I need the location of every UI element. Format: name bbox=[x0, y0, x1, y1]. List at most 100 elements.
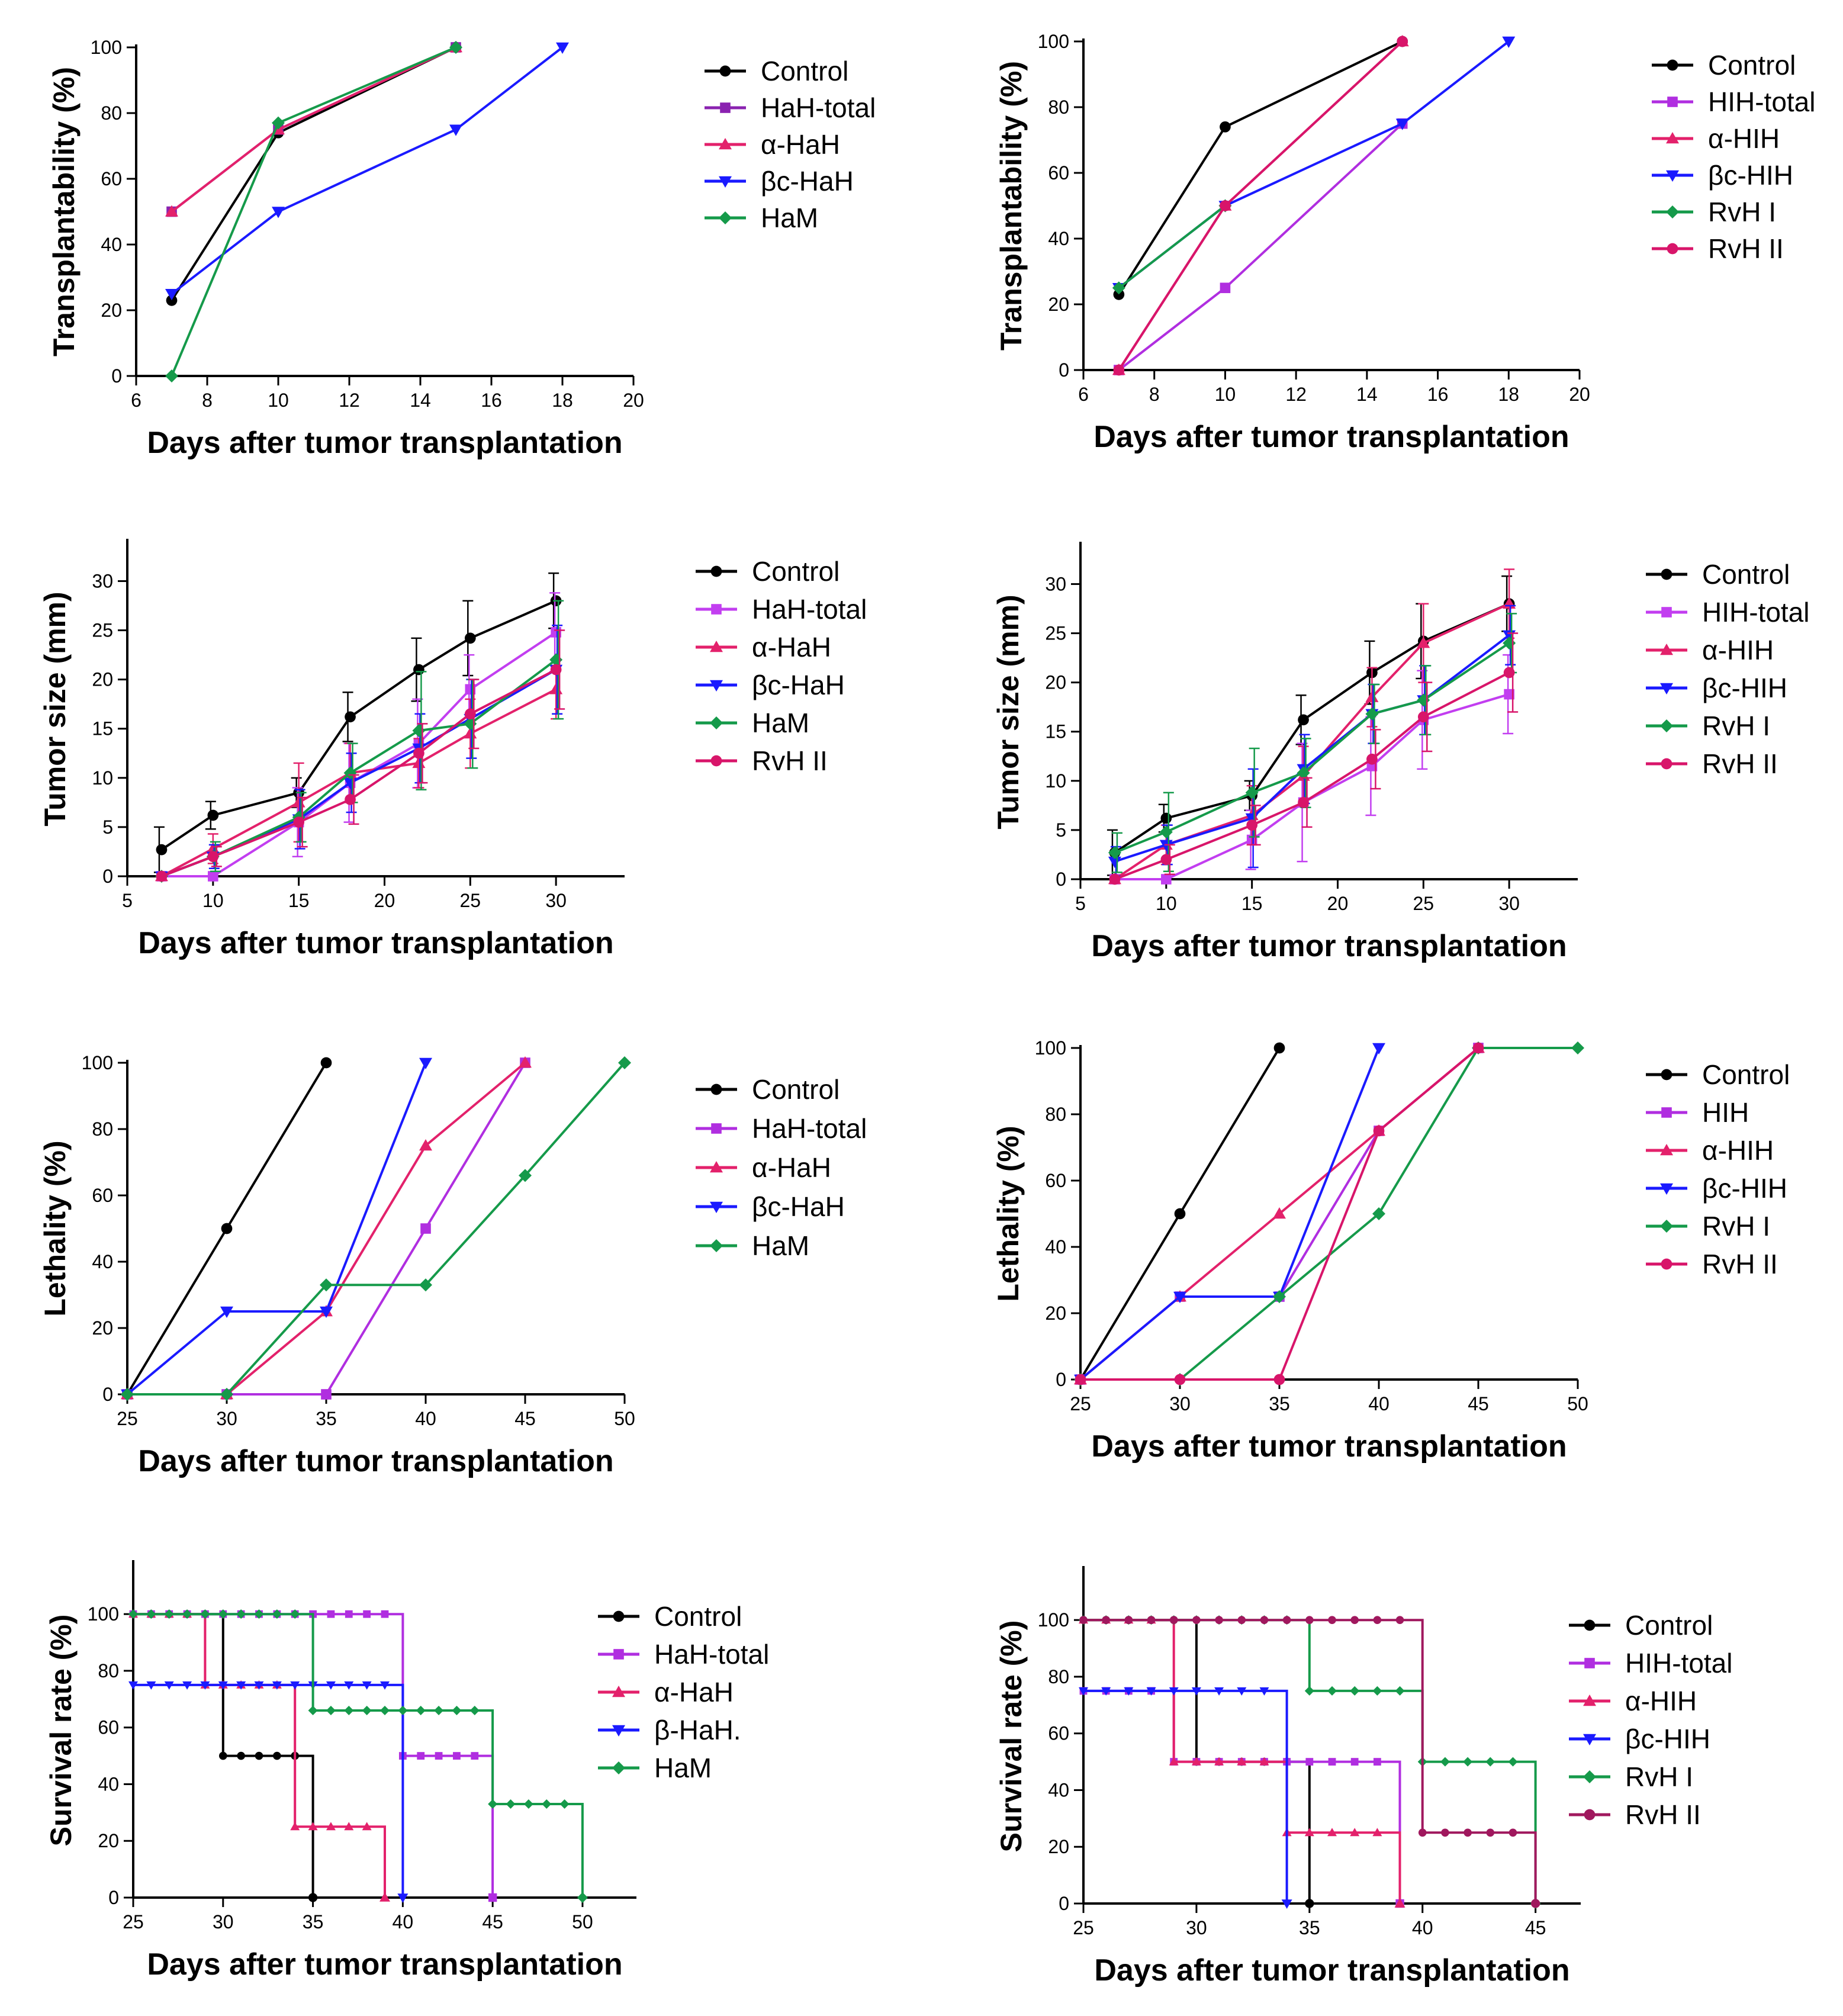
legend-label: βc-HaH bbox=[752, 670, 845, 700]
x-tick-label: 8 bbox=[202, 390, 213, 411]
legend-label: α-HaH bbox=[654, 1677, 734, 1708]
data-point bbox=[1485, 1757, 1495, 1767]
series-Control bbox=[166, 41, 462, 306]
y-tick-label: 20 bbox=[1048, 1836, 1069, 1857]
data-point bbox=[464, 632, 476, 644]
legend-item: Control bbox=[1646, 559, 1790, 590]
x-tick-label: 35 bbox=[1269, 1393, 1290, 1414]
data-point bbox=[1373, 1125, 1385, 1137]
data-point bbox=[1147, 1616, 1156, 1624]
data-point bbox=[1305, 1616, 1314, 1624]
y-tick-label: 60 bbox=[1048, 1723, 1069, 1744]
legend-label: RvH I bbox=[1702, 710, 1770, 741]
legend-item: Control bbox=[598, 1601, 742, 1632]
data-point bbox=[1237, 1687, 1247, 1696]
y-axis-label: Survival rate (%) bbox=[44, 1615, 78, 1847]
data-point bbox=[397, 1893, 409, 1903]
data-point bbox=[577, 1892, 588, 1903]
legend-label: α-HIH bbox=[1708, 123, 1780, 154]
y-tick-label: 60 bbox=[101, 168, 122, 189]
legend-item: RvH I bbox=[1569, 1761, 1693, 1792]
legend-label: α-HaH bbox=[761, 129, 840, 160]
series-βc-HaH bbox=[165, 42, 569, 301]
legend-item: RvH II bbox=[1646, 748, 1778, 779]
data-point bbox=[165, 289, 178, 301]
y-tick-label: 20 bbox=[92, 669, 113, 690]
series-βc-HIH bbox=[1079, 1687, 1292, 1909]
x-tick-label: 30 bbox=[1186, 1917, 1207, 1938]
data-point bbox=[165, 369, 178, 382]
data-point bbox=[1350, 1616, 1359, 1624]
x-tick-label: 40 bbox=[393, 1911, 414, 1933]
legend-item: Control bbox=[1652, 50, 1796, 81]
legend-item: HaH-total bbox=[696, 1113, 867, 1144]
legend-marker bbox=[710, 641, 723, 652]
series-βc-HIH bbox=[1112, 36, 1516, 295]
data-point bbox=[519, 1169, 532, 1182]
series-line bbox=[1114, 602, 1510, 854]
data-point bbox=[1440, 1757, 1450, 1767]
legend-marker bbox=[710, 755, 722, 767]
data-point bbox=[469, 1705, 480, 1715]
legend-item: RvH II bbox=[1646, 1249, 1778, 1279]
data-point bbox=[236, 1609, 246, 1619]
legend-label: HaM bbox=[752, 708, 809, 738]
y-axis-label: Survival rate (%) bbox=[995, 1620, 1028, 1853]
series-line bbox=[161, 631, 557, 877]
x-tick-label: 6 bbox=[1078, 384, 1089, 405]
data-point bbox=[1192, 1616, 1201, 1624]
legend-item: HaM bbox=[696, 1230, 809, 1261]
data-point bbox=[1273, 1207, 1286, 1219]
legend-marker bbox=[710, 1239, 723, 1252]
data-point bbox=[1159, 840, 1173, 851]
legend-item: HaH-total bbox=[598, 1639, 769, 1670]
data-point bbox=[506, 1799, 516, 1809]
legend-label: HaH-total bbox=[654, 1639, 769, 1670]
legend-label: HaM bbox=[752, 1230, 809, 1261]
data-point bbox=[345, 794, 356, 805]
legend-item: βc-HIH bbox=[1569, 1724, 1710, 1754]
data-point bbox=[1124, 1616, 1133, 1624]
legend-marker bbox=[710, 1083, 722, 1095]
x-tick-label: 35 bbox=[316, 1408, 337, 1429]
data-point bbox=[308, 1893, 318, 1902]
y-tick-label: 60 bbox=[1045, 1170, 1066, 1191]
y-tick-label: 80 bbox=[1048, 97, 1069, 118]
data-point bbox=[1237, 1757, 1247, 1766]
series-RvH II bbox=[1075, 1042, 1484, 1385]
x-tick-label: 40 bbox=[1412, 1917, 1433, 1938]
legend-label: RvH II bbox=[1708, 233, 1784, 264]
data-point bbox=[272, 207, 285, 218]
data-point bbox=[1395, 1686, 1405, 1696]
y-tick-label: 0 bbox=[102, 1384, 113, 1405]
legend-marker bbox=[719, 65, 731, 77]
data-point bbox=[165, 205, 178, 217]
series-HaM bbox=[121, 1056, 631, 1401]
y-tick-label: 10 bbox=[92, 767, 113, 789]
data-point bbox=[1298, 714, 1309, 726]
x-tick-label: 15 bbox=[288, 890, 310, 911]
legend-label: Control bbox=[761, 56, 848, 86]
x-tick-label: 45 bbox=[1525, 1917, 1546, 1938]
legend-label: Control bbox=[752, 556, 840, 587]
x-tick-label: 12 bbox=[1285, 384, 1307, 405]
legend-label: βc-HaH bbox=[761, 166, 854, 197]
data-point bbox=[523, 1799, 533, 1809]
legend-item: RvH II bbox=[1569, 1799, 1701, 1830]
y-tick-label: 100 bbox=[1035, 1037, 1066, 1059]
data-point bbox=[549, 683, 563, 694]
data-point bbox=[1464, 1828, 1472, 1837]
data-point bbox=[1328, 1616, 1336, 1624]
data-point bbox=[550, 664, 562, 676]
legend-marker bbox=[710, 680, 723, 692]
data-point bbox=[1112, 281, 1125, 295]
x-tick-label: 30 bbox=[216, 1408, 237, 1429]
series-HIH-total bbox=[1114, 118, 1408, 375]
data-point bbox=[255, 1751, 263, 1760]
data-point bbox=[293, 816, 305, 828]
series-line bbox=[1083, 1689, 1288, 1904]
x-tick-label: 25 bbox=[117, 1408, 138, 1429]
chart-panel-8: 25 30 35 40 45 0 20 40 60 80 100 Days after tumor t… bbox=[995, 1566, 1732, 1988]
series-RvH I bbox=[1108, 613, 1517, 873]
data-point bbox=[453, 1752, 461, 1760]
